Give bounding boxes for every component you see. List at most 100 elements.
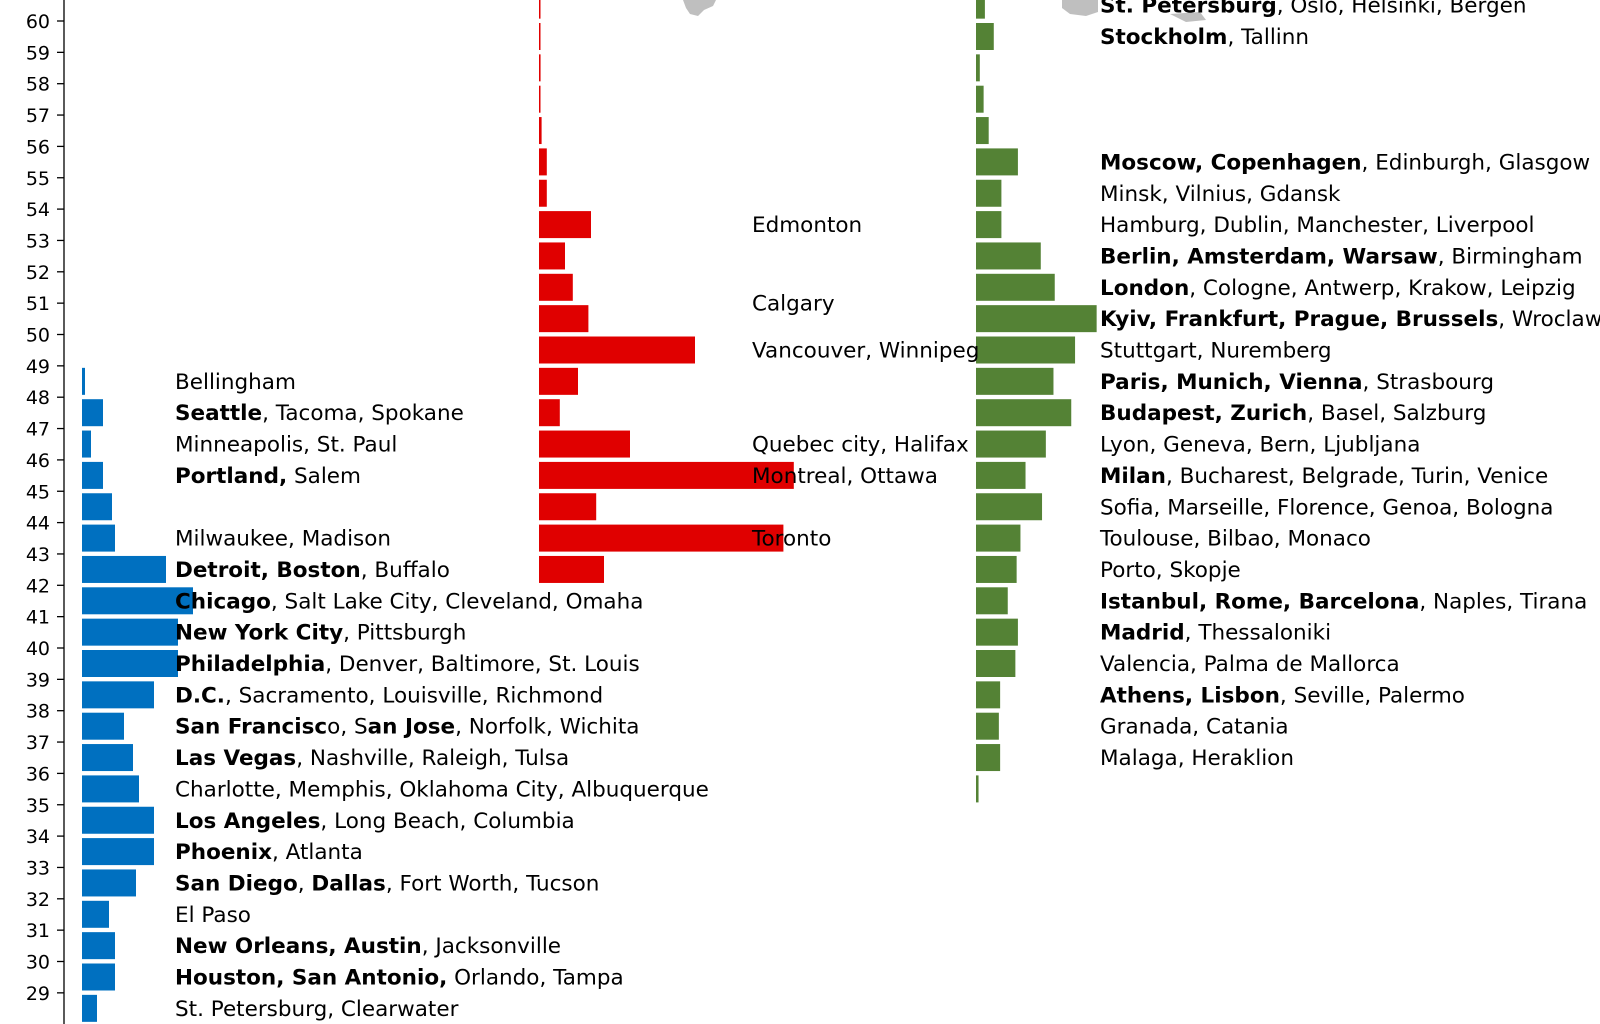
bar [976, 54, 980, 82]
bar [976, 148, 1018, 176]
tick-label: 30 [26, 952, 50, 974]
tick-label: 31 [26, 920, 50, 942]
tick-label: 32 [26, 889, 50, 911]
bar [82, 681, 154, 709]
bar [82, 932, 115, 960]
tick-label: 53 [26, 230, 50, 252]
bar [82, 963, 115, 991]
city-label: Toulouse, Bilbao, Monaco [1099, 527, 1371, 552]
tick-label: 51 [26, 293, 50, 315]
city-label: El Paso [175, 903, 251, 928]
tick-label: 35 [26, 795, 50, 817]
tick-label: 29 [26, 983, 50, 1005]
city-label: Athens, Lisbon, Seville, Palermo [1100, 683, 1465, 708]
bar [976, 117, 989, 145]
bar [976, 211, 1002, 239]
bar [82, 869, 136, 897]
bar [976, 461, 1026, 489]
city-label: Phoenix, Atlanta [175, 840, 363, 865]
bar [82, 367, 85, 395]
tick-label: 47 [26, 419, 50, 441]
tick-label: 39 [26, 669, 50, 691]
city-label: Los Angeles, Long Beach, Columbia [175, 809, 575, 834]
tick-label: 34 [26, 826, 50, 848]
city-label: Las Vegas, Nashville, Raleigh, Tulsa [175, 746, 569, 771]
city-label: Istanbul, Rome, Barcelona, Naples, Tiran… [1100, 589, 1587, 614]
city-label: D.C., Sacramento, Louisville, Richmond [175, 683, 603, 708]
tick-label: 48 [26, 387, 50, 409]
map-shape [1062, 0, 1098, 16]
bar [539, 23, 541, 50]
bar [539, 54, 541, 82]
bar [82, 712, 124, 740]
bar [976, 493, 1043, 521]
bar [82, 430, 91, 458]
city-label: Porto, Skopje [1100, 558, 1241, 583]
bar [539, 430, 630, 458]
city-label: St. Petersburg, Oslo, Helsinki, Bergen [1100, 0, 1527, 19]
city-label: Portland, Salem [175, 464, 361, 489]
bar [539, 117, 542, 145]
bar [82, 618, 178, 646]
bar [82, 493, 112, 521]
city-label: Granada, Catania [1100, 715, 1289, 740]
bar [82, 744, 133, 772]
tick-label: 46 [26, 450, 50, 472]
tick-label: 36 [26, 763, 50, 785]
tick-label: 43 [26, 544, 50, 566]
city-label: Paris, Munich, Vienna, Strasbourg [1100, 370, 1494, 395]
bar [539, 211, 591, 239]
bar [976, 367, 1054, 395]
bar [976, 681, 1001, 709]
city-label: Lyon, Geneva, Bern, Ljubljana [1100, 433, 1420, 458]
bar [976, 524, 1021, 552]
city-label: San Diego, Dallas, Fort Worth, Tucson [175, 871, 599, 896]
tick-label: 60 [26, 11, 50, 33]
city-label: London, Cologne, Antwerp, Krakow, Leipzi… [1100, 276, 1576, 301]
city-label: Stockholm, Tallinn [1100, 25, 1309, 50]
city-label: Stuttgart, Nuremberg [1100, 339, 1332, 364]
bar [82, 775, 139, 803]
city-label: Moscow, Copenhagen, Edinburgh, Glasgow [1100, 150, 1590, 175]
bar [82, 806, 154, 834]
tick-label: 59 [26, 42, 50, 64]
bar [539, 0, 541, 19]
bar [539, 148, 547, 176]
city-label: Philadelphia, Denver, Baltimore, St. Lou… [175, 652, 640, 677]
city-label: San Francisco, San Jose, Norfolk, Wichit… [175, 715, 639, 740]
tick-label: 40 [26, 638, 50, 660]
map-shape [683, 0, 716, 16]
bar [976, 587, 1008, 615]
tick-label: 52 [26, 262, 50, 284]
city-label: Quebec city, Halifax [752, 433, 969, 458]
city-label: Edmonton [752, 213, 862, 238]
city-label: Bellingham [175, 370, 296, 395]
tick-label: 33 [26, 857, 50, 879]
bar [976, 618, 1018, 646]
city-label: Milan, Bucharest, Belgrade, Turin, Venic… [1100, 464, 1548, 489]
bar [976, 0, 985, 19]
bar [976, 650, 1016, 677]
bar [539, 493, 597, 521]
city-label: Seattle, Tacoma, Spokane [175, 401, 464, 426]
bar [82, 524, 115, 552]
city-label: Toronto [751, 527, 831, 552]
city-label: Kyiv, Frankfurt, Prague, Brussels, Wrocl… [1100, 307, 1600, 332]
city-label: New Orleans, Austin, Jacksonville [175, 934, 561, 959]
city-label: Calgary [752, 291, 835, 316]
bar [976, 179, 1002, 207]
bar [82, 838, 154, 866]
bar [976, 23, 994, 50]
tick-label: 56 [26, 136, 50, 158]
city-label: Detroit, Boston, Buffalo [175, 558, 450, 583]
tick-label: 37 [26, 732, 50, 754]
bar [539, 273, 573, 301]
bar [976, 430, 1046, 458]
tick-label: 50 [26, 325, 50, 347]
tick-label: 38 [26, 701, 50, 723]
city-label: Minneapolis, St. Paul [175, 433, 397, 458]
bar [539, 336, 695, 364]
tick-label: 49 [26, 356, 50, 378]
city-label: Houston, San Antonio, Orlando, Tampa [175, 966, 624, 991]
bar [976, 242, 1041, 270]
